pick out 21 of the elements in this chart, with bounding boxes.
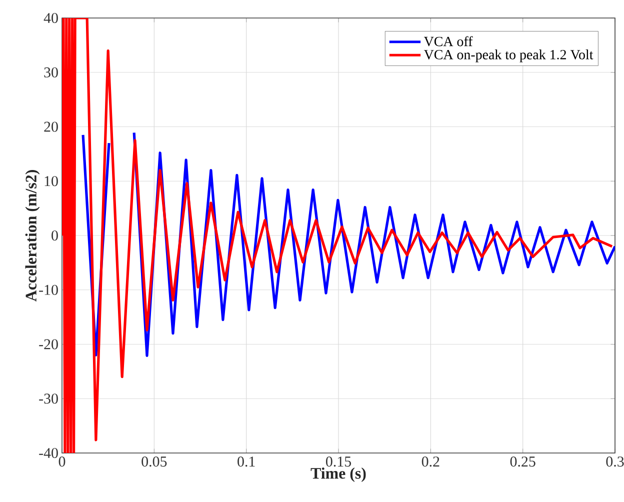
- y-tick-label: 0: [52, 230, 58, 241]
- y-tick-label: 20: [44, 122, 58, 132]
- y-axis-title: Acceleration (m/s2): [25, 170, 40, 302]
- y-tick-label: 40: [44, 12, 58, 24]
- x-tick-label: 0.1: [238, 456, 255, 467]
- legend-label: VCA off: [424, 36, 473, 46]
- x-tick-label: 0: [58, 456, 66, 467]
- y-tick-label: -40: [39, 448, 58, 458]
- x-tick-label: 0.2: [422, 456, 440, 467]
- y-tick-label: -10: [39, 284, 58, 295]
- y-tick-label: -30: [39, 394, 58, 404]
- x-tick-label: 0.25: [510, 456, 536, 467]
- y-tick-label: 30: [44, 67, 58, 78]
- x-tick-label: 0.15: [326, 456, 351, 467]
- line-series: [62, 18, 614, 453]
- x-axis-title: Time (s): [310, 468, 366, 482]
- x-tick-label: 0.3: [606, 456, 624, 467]
- x-tick-label: 0.05: [142, 456, 167, 467]
- legend-label: VCA on-peak to peak 1.2 Volt: [424, 50, 594, 62]
- y-tick-label: -20: [39, 339, 58, 350]
- y-tick-label: 10: [44, 176, 58, 186]
